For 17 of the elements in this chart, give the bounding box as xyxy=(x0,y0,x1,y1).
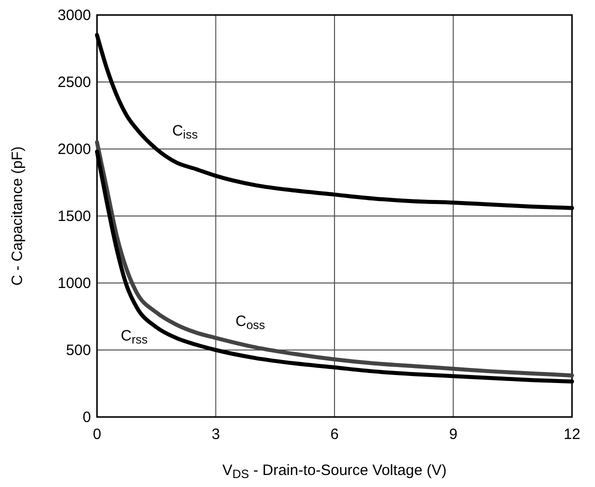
y-tick-label: 0 xyxy=(82,409,91,426)
x-tick-label: 12 xyxy=(564,426,580,443)
x-tick-label: 3 xyxy=(212,426,220,443)
x-axis-title: V$_{DS}$ - Drain-to-Source Voltage (V) xyxy=(222,462,447,481)
y-tick-label: 2000 xyxy=(58,141,91,158)
y-tick-label: 2500 xyxy=(58,74,91,91)
y-axis-title: C - Capacitance (pF) xyxy=(9,146,26,286)
x-tick-label: 9 xyxy=(449,426,458,443)
y-tick-label: 1000 xyxy=(58,275,91,292)
series-label: C$_{oss}$ xyxy=(236,312,266,332)
x-tick-label: 0 xyxy=(92,426,102,443)
y-tick-label: 1500 xyxy=(58,208,91,225)
series-label: C$_{rss}$ xyxy=(120,328,148,347)
y-tick-label: 500 xyxy=(66,342,91,359)
x-tick-label: 6 xyxy=(330,426,339,443)
series-label: C$_{iss}$ xyxy=(172,122,198,142)
y-tick-label: 3000 xyxy=(58,7,91,24)
